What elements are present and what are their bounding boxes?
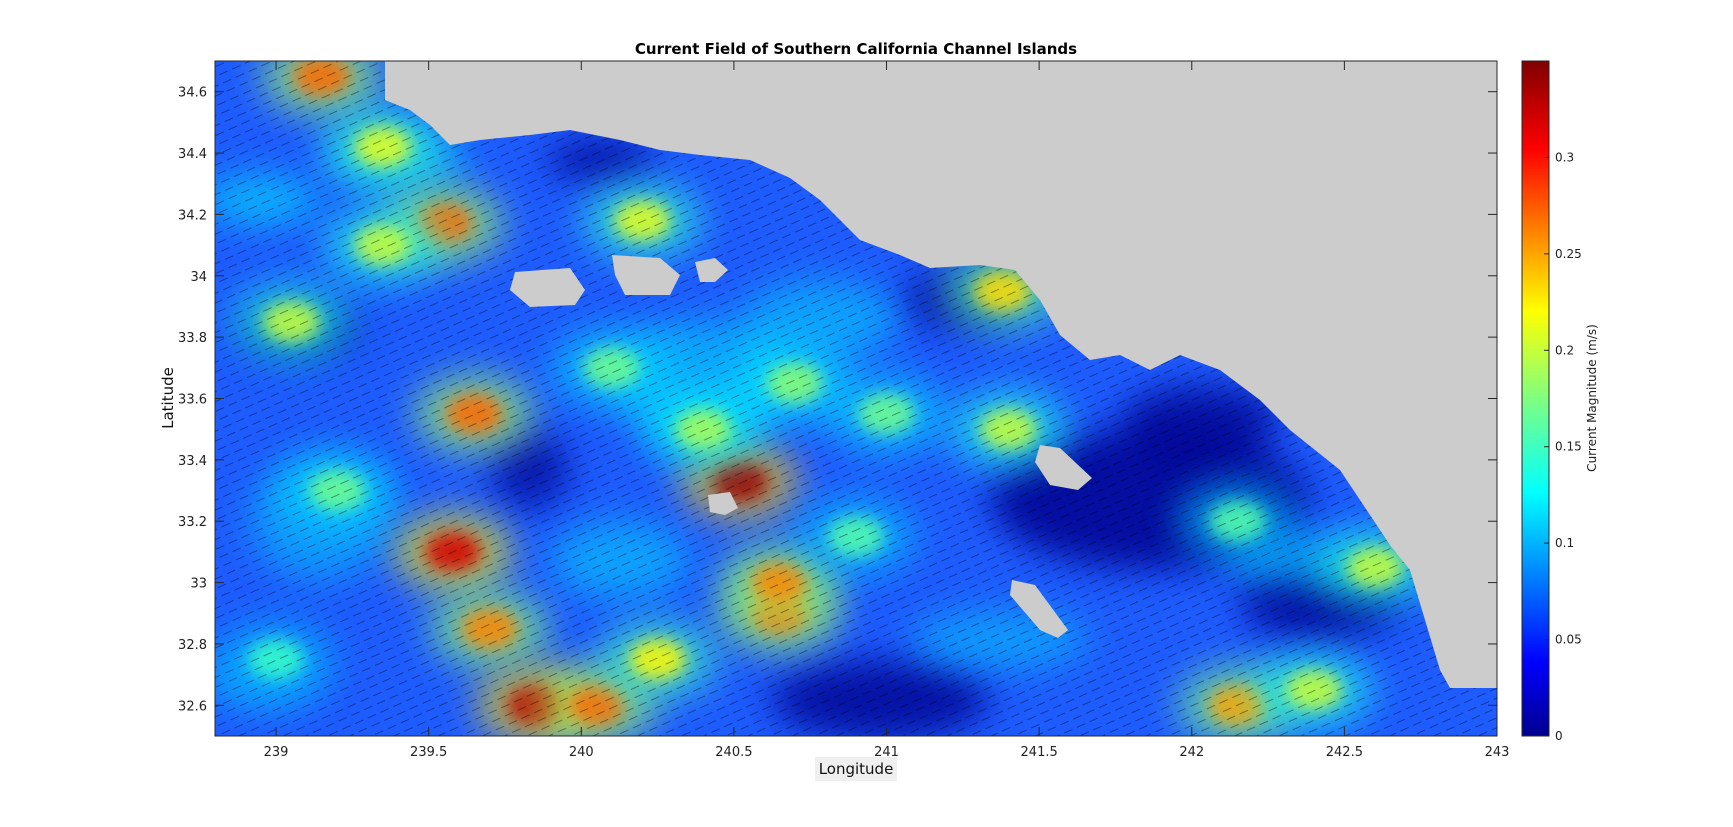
y-tick-label: 32.8 [178, 638, 207, 653]
y-tick-label: 33.8 [178, 331, 207, 346]
colorbar-tick-label: 0.2 [1555, 343, 1574, 357]
y-tick-label: 33.2 [178, 515, 207, 530]
colorbar-tick-label: 0.1 [1555, 536, 1574, 550]
colorbar-ticks: 0 0.05 0.1 0.15 0.2 0.25 0.3 [1544, 150, 1582, 743]
x-axis-label: Longitude [819, 760, 894, 778]
colorbar-label: Current Magnitude (m/s) [1585, 324, 1599, 472]
island-santa-rosa [510, 268, 585, 307]
colorbar-tick-label: 0 [1555, 729, 1563, 743]
plot-area [214, 60, 1498, 737]
y-axis-ticks: 32.6 32.8 33 33.2 33.4 33.6 33.8 34 34.2 34.4 34.6 [178, 86, 1497, 714]
y-tick-label: 32.6 [178, 699, 207, 714]
x-tick-label: 240 [569, 745, 594, 760]
y-tick-label: 33 [190, 577, 207, 592]
y-tick-label: 34.6 [178, 86, 207, 101]
island-anacapa [695, 258, 728, 282]
colorbar-tick-label: 0.3 [1555, 150, 1574, 164]
chart-title: Current Field of Southern California Cha… [635, 40, 1077, 58]
x-tick-label: 242 [1179, 745, 1204, 760]
island-santa-cruz [612, 255, 680, 295]
x-tick-label: 241 [874, 745, 899, 760]
colorbar-tick-label: 0.15 [1555, 440, 1582, 454]
island-santa-catalina [1035, 445, 1092, 490]
colorbar-gradient [1521, 60, 1550, 737]
x-tick-label: 242.5 [1326, 745, 1363, 760]
land-mask [385, 61, 1497, 688]
x-tick-label: 241.5 [1021, 745, 1058, 760]
island-santa-barbara [708, 492, 738, 515]
y-axis-label: Latitude [159, 367, 177, 429]
x-tick-label: 239.5 [410, 745, 447, 760]
y-tick-label: 33.6 [178, 393, 207, 408]
x-axis-label-bg [815, 757, 897, 781]
colorbar-tick-label: 0.25 [1555, 247, 1582, 261]
y-tick-label: 34 [190, 270, 207, 285]
x-axis-ticks: 239 239.5 240 240.5 241 241.5 242 242.5 243 [264, 61, 1510, 760]
y-tick-label: 34.2 [178, 208, 207, 223]
x-tick-label: 240.5 [715, 745, 752, 760]
mainland [385, 61, 1497, 688]
island-san-clemente [1010, 580, 1068, 638]
colorbar-tick-label: 0.05 [1555, 633, 1582, 647]
x-tick-label: 243 [1485, 745, 1510, 760]
y-tick-label: 33.4 [178, 454, 207, 469]
colorbar: 0 0.05 0.1 0.15 0.2 0.25 0.3 Current Magnitude… [1521, 60, 1599, 743]
y-tick-label: 34.4 [178, 147, 207, 162]
x-tick-label: 239 [264, 745, 289, 760]
